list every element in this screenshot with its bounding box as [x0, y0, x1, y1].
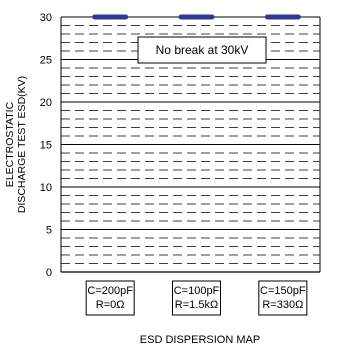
x-category-boxes: C=200pF R=0Ω C=100pF R=1.5kΩ C=150pF R=330Ω	[85, 280, 308, 316]
y-tick-label: 30	[40, 12, 52, 24]
y-tick-label: 0	[46, 267, 52, 279]
y-tick-label: 25	[40, 55, 52, 67]
data-marker	[264, 14, 301, 20]
annotation-text: No break at 30kV	[156, 43, 249, 57]
y-axis-label: ELECTROSTATIC DISCHARGE TEST ESD(KV)	[4, 76, 28, 213]
data-marker	[92, 14, 129, 20]
data-markers	[92, 14, 301, 20]
y-tick-label: 10	[40, 182, 52, 194]
axes	[60, 17, 321, 273]
annotation-box: No break at 30kV	[137, 36, 267, 64]
x-category-label: R=330Ω	[262, 299, 303, 311]
x-category-label: C=150pF	[260, 285, 306, 297]
y-tick-labels: 0 5 10 15 20 25 30	[40, 12, 52, 279]
x-category-label: C=100pF	[174, 285, 220, 297]
y-axis-label-line: DISCHARGE TEST ESD(KV)	[16, 76, 28, 213]
x-category-label: R=1.5kΩ	[175, 299, 218, 311]
x-category-box	[85, 280, 135, 316]
x-axis-label: ESD DISPERSION MAP	[140, 334, 260, 346]
x-category-label: C=200pF	[87, 285, 133, 297]
y-axis-label-line: ELECTROSTATIC	[4, 101, 16, 187]
y-tick-label: 20	[40, 97, 52, 109]
y-tick-label: 15	[40, 140, 52, 152]
x-category-label: R=0Ω	[96, 299, 125, 311]
x-category-box	[258, 280, 308, 316]
y-tick-label: 5	[46, 225, 52, 237]
x-category-box	[172, 280, 221, 316]
data-marker	[178, 14, 215, 20]
